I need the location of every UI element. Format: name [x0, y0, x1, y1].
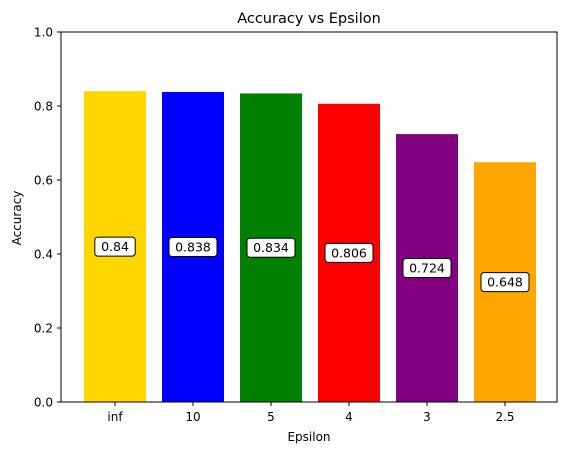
data-label-inf: 0.84: [101, 239, 129, 254]
data-label-box-5: [246, 237, 296, 258]
data-label-box-10: [168, 236, 218, 257]
x-tick-label: 10: [185, 410, 200, 424]
x-tick-label: 4: [345, 410, 353, 424]
x-tick-label: 2.5: [495, 410, 514, 424]
plot-frame: [60, 31, 558, 403]
x-axis-label: Epsilon: [287, 430, 330, 444]
x-tick-label: 5: [267, 410, 275, 424]
data-label-2.5: 0.648: [487, 275, 523, 290]
data-label-3: 0.724: [409, 261, 445, 276]
y-tick-label: 0.6: [34, 174, 53, 188]
data-label-4: 0.806: [331, 245, 367, 260]
y-axis-label: Accuracy: [10, 191, 24, 246]
y-tick-label: 0.0: [34, 396, 53, 410]
data-label-box-inf: [94, 236, 136, 257]
data-label-10: 0.838: [175, 239, 211, 254]
data-label-5: 0.834: [253, 240, 289, 255]
y-ticks: 0.0 0.2 0.4 0.6 0.8 1.0: [34, 26, 61, 410]
y-tick-label: 0.8: [34, 100, 53, 114]
x-tick-label: 3: [423, 410, 431, 424]
x-ticks: inf 10 5 4 3 2.5: [107, 402, 515, 424]
bars-group: 0.84 0.838 0.834 0.806 0.724 0.648: [84, 91, 536, 403]
x-tick-label: inf: [107, 410, 123, 424]
y-tick-label: 0.2: [34, 322, 53, 336]
data-label-box-3: [402, 258, 452, 279]
chart-title: Accuracy vs Epsilon: [237, 11, 381, 27]
data-label-box-2.5: [480, 272, 530, 293]
data-label-box-4: [324, 242, 374, 263]
y-tick-label: 0.4: [34, 248, 53, 262]
y-tick-label: 1.0: [34, 26, 53, 40]
